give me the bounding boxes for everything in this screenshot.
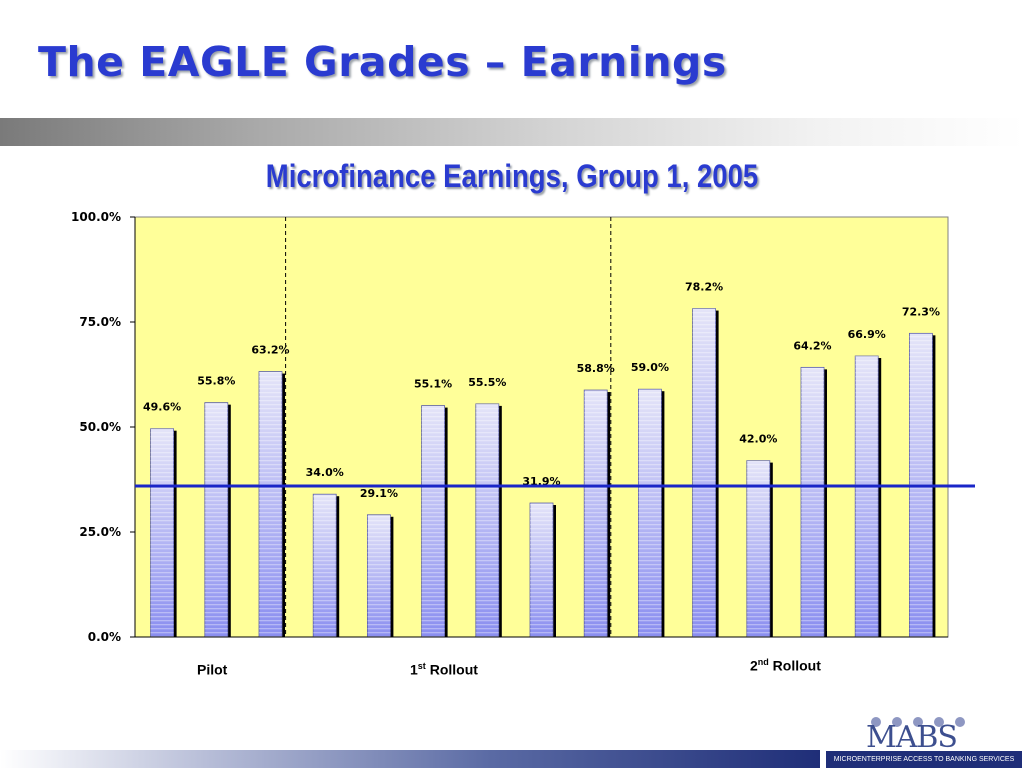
chart-title: Microfinance Earnings, Group 1, 2005 — [265, 158, 759, 194]
bar-texture — [475, 403, 499, 637]
earnings-bar-chart: 0.0% 25.0% 50.0% 75.0% 100.0% 49.6% 55.8% 63.2… — [71, 210, 975, 644]
group-label-pilot: Pilot — [197, 661, 228, 678]
data-label: 58.8% — [577, 362, 615, 375]
data-label: 42.0% — [739, 433, 777, 446]
logo-people-icon — [871, 717, 965, 727]
y-tick-label: 0.0% — [88, 630, 121, 644]
mabs-logo: MABS MICROENTERPRISE ACCESS TO BANKING S… — [826, 712, 1022, 768]
data-label: 34.0% — [306, 466, 344, 479]
y-tick-label: 50.0% — [79, 420, 121, 434]
bar-texture — [692, 308, 716, 637]
bar-texture — [259, 371, 282, 637]
bar-texture — [421, 405, 445, 637]
data-label: 59.0% — [631, 361, 669, 374]
bar-texture — [204, 402, 228, 637]
group-label-2nd-rollout: 2nd Rollout — [750, 657, 821, 674]
data-label: 55.5% — [468, 376, 506, 389]
bar-texture — [801, 367, 824, 637]
group-label-1st-rollout: 1st Rollout — [410, 661, 478, 678]
title-gradient-band — [0, 118, 1024, 146]
bar-texture — [638, 389, 662, 637]
y-tick-label: 25.0% — [79, 525, 121, 539]
bar-texture — [367, 514, 391, 637]
logo-wordmark: MABS — [866, 720, 958, 755]
data-label: 66.9% — [848, 328, 886, 341]
y-tick-label: 100.0% — [71, 210, 121, 224]
bar-texture — [855, 356, 879, 637]
y-tick-label: 75.0% — [79, 315, 121, 329]
bar-texture — [313, 494, 337, 637]
slide-title: The EAGLE Grades – Earnings — [38, 38, 727, 86]
data-label: 29.1% — [360, 487, 398, 500]
data-label: 78.2% — [685, 281, 723, 294]
data-label: 63.2% — [251, 344, 289, 357]
data-label: 55.1% — [414, 378, 452, 391]
data-label: 64.2% — [793, 339, 831, 352]
footer-gradient-bar — [0, 750, 820, 768]
logo-tagline: MICROENTERPRISE ACCESS TO BANKING SERVIC… — [826, 751, 1022, 768]
bar-texture — [584, 390, 608, 637]
data-label: 72.3% — [902, 305, 940, 318]
bar-texture — [530, 503, 553, 637]
data-label: 55.8% — [197, 375, 235, 388]
data-label: 49.6% — [143, 401, 181, 414]
bar-texture — [150, 428, 174, 637]
bar-texture — [746, 460, 770, 637]
